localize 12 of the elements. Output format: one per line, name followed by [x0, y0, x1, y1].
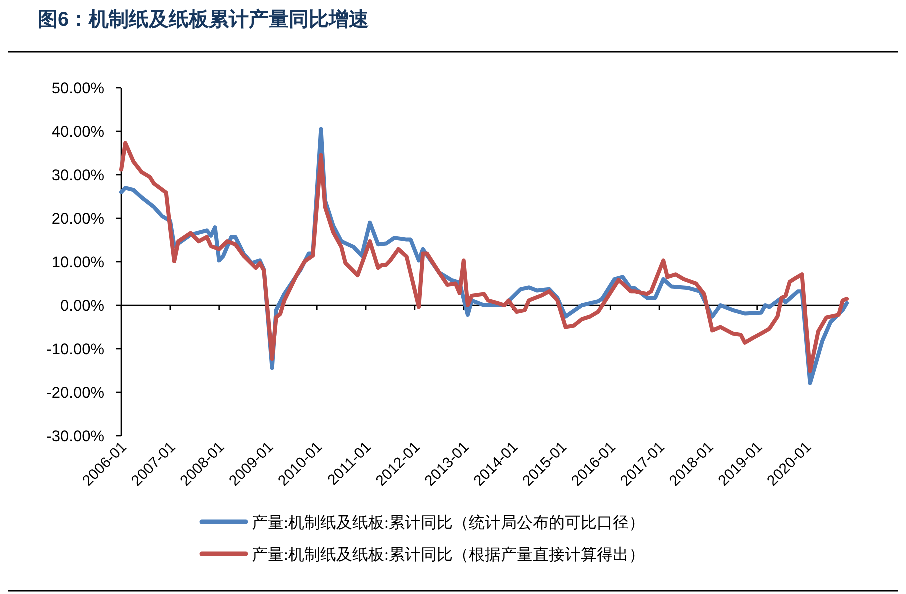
- y-tick-label: 20.00%: [52, 211, 105, 228]
- y-tick-label: 40.00%: [52, 124, 105, 141]
- chart-title: 图6：机制纸及纸板累计产量同比增速: [38, 8, 370, 31]
- legend-label: 产量:机制纸及纸板:累计同比（根据产量直接计算得出）: [252, 546, 645, 564]
- y-tick-label: 0.00%: [60, 298, 105, 315]
- y-tick-label: 10.00%: [52, 254, 105, 272]
- y-tick-label: 50.00%: [52, 80, 105, 98]
- y-tick-label: -20.00%: [46, 385, 105, 402]
- y-tick-label: -30.00%: [46, 428, 105, 446]
- legend-label: 产量:机制纸及纸板:累计同比（统计局公布的可比口径）: [252, 514, 645, 532]
- y-tick-label: -10.00%: [46, 342, 105, 358]
- y-tick-label: 30.00%: [52, 168, 105, 184]
